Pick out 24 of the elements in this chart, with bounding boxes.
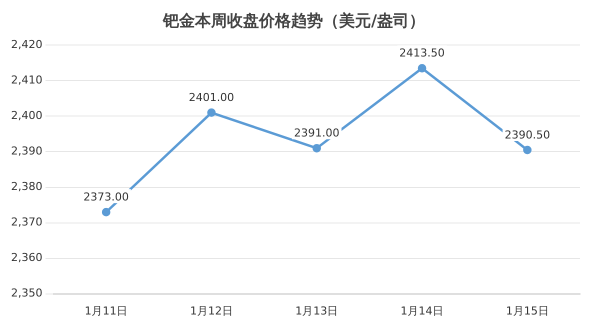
x-tick-label: 1月12日 (190, 304, 233, 318)
data-label: 2401.00 (188, 91, 234, 104)
x-tick-label: 1月14日 (400, 304, 444, 318)
y-tick-label: 2,380 (10, 180, 42, 194)
y-tick-label: 2,360 (10, 251, 42, 264)
point (418, 64, 426, 73)
x-tick-label: 1月11日 (84, 304, 128, 318)
point (207, 108, 216, 117)
data-label: 2390.50 (504, 128, 550, 142)
x-tick-label: 1月15日 (506, 304, 549, 318)
data-label: 2413.50 (399, 46, 445, 60)
y-tick-label: 2,390 (10, 144, 42, 158)
point (523, 146, 532, 154)
x-tick-label: 1月13日 (295, 304, 338, 318)
chart-title: 钯金本周收盘价格趋势（美元/盎司） (162, 10, 425, 30)
y-tick-label: 2,350 (10, 286, 42, 300)
point (312, 144, 321, 152)
data-label: 2391.00 (294, 126, 340, 140)
data-label: 2373.00 (83, 190, 129, 204)
point (102, 208, 110, 216)
y-tick-label: 2,370 (10, 216, 42, 229)
y-tick-label: 2,410 (10, 74, 42, 87)
y-tick-label: 2,420 (10, 38, 42, 52)
y-tick-label: 2,400 (10, 109, 42, 122)
